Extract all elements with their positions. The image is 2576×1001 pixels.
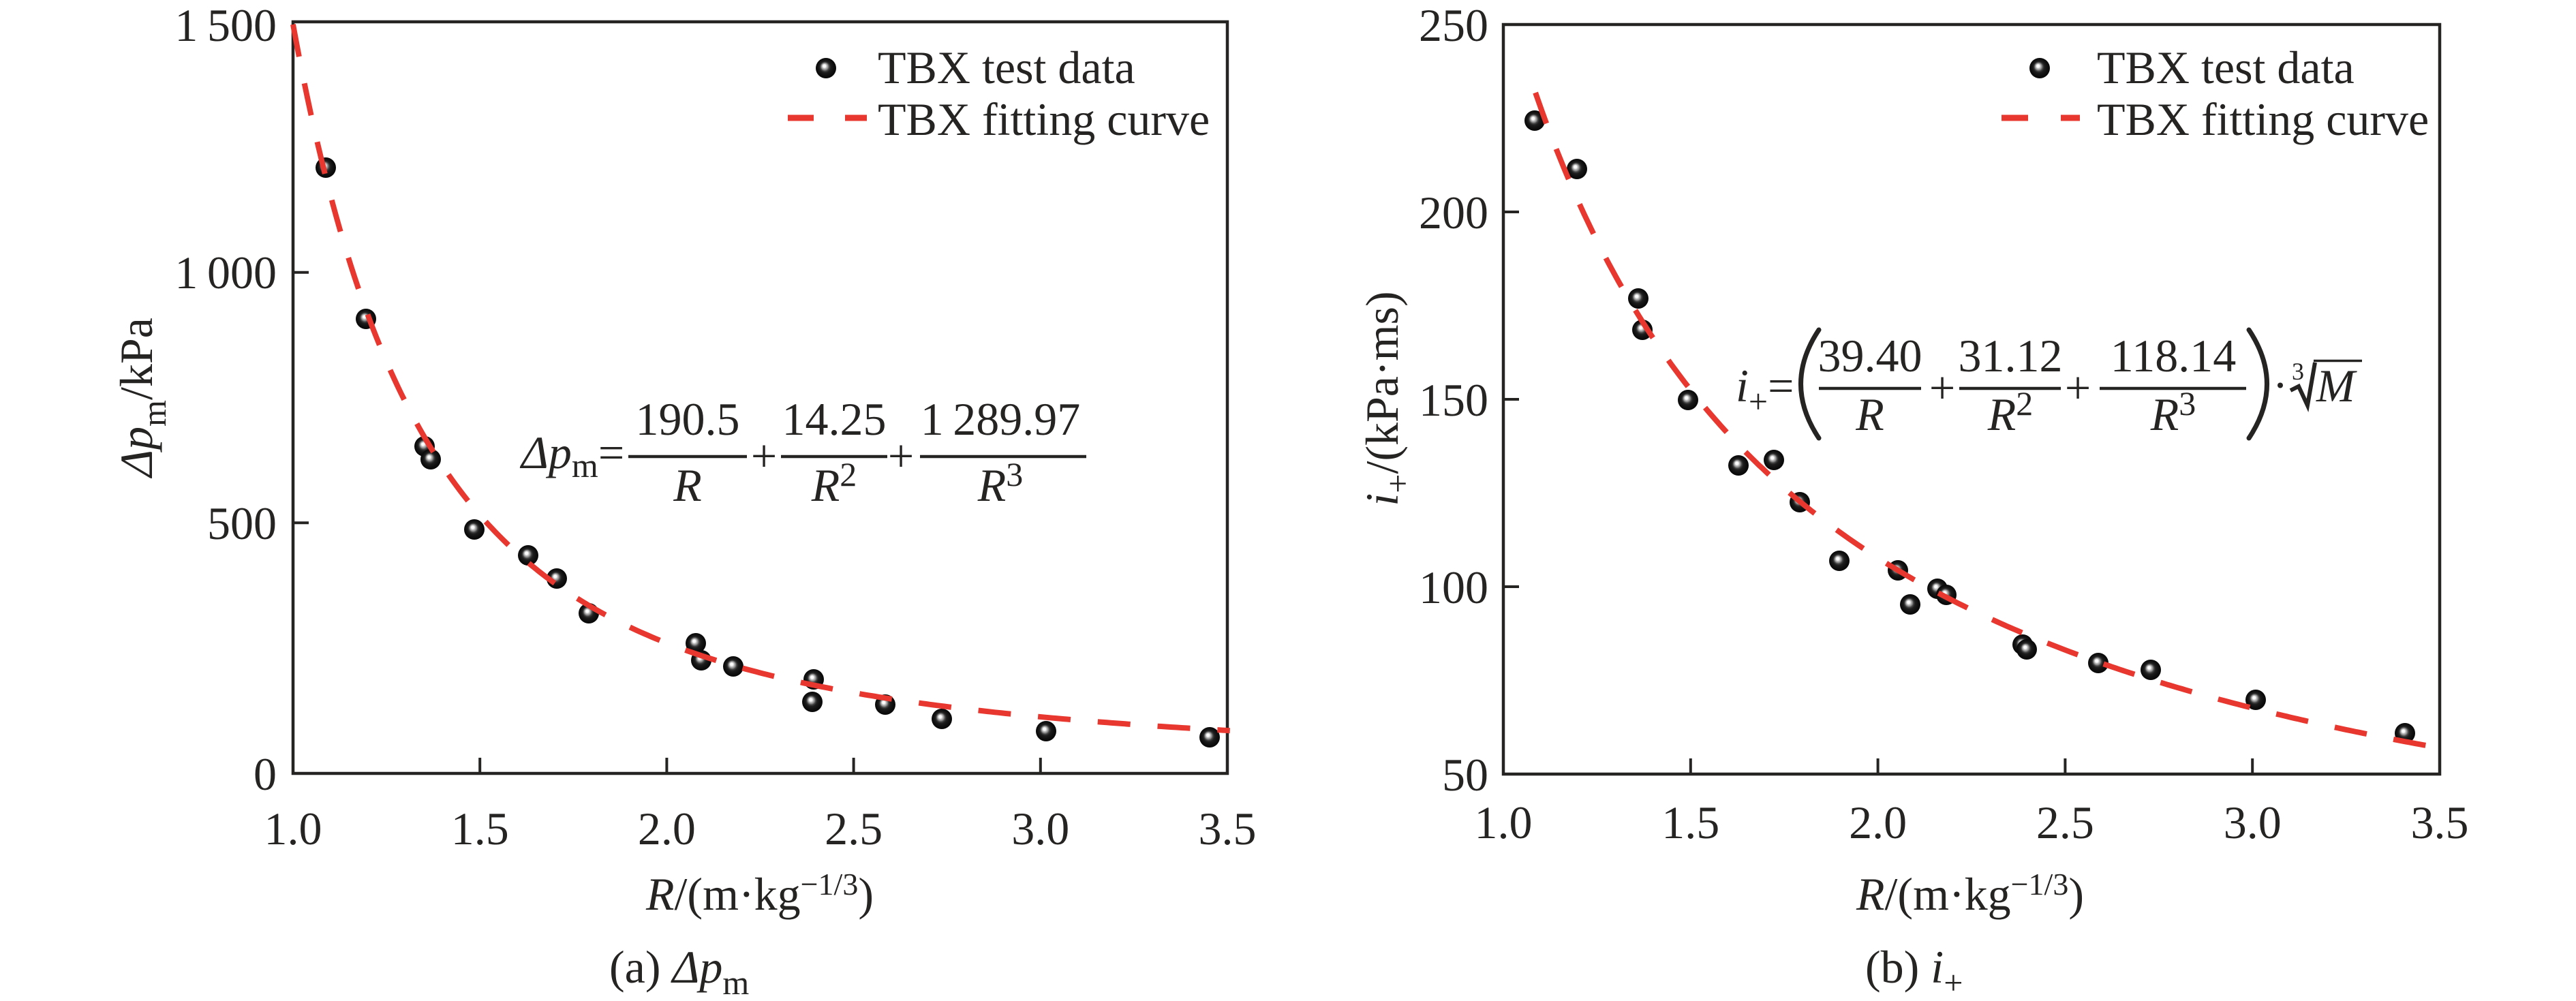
svg-text:M: M — [2316, 360, 2357, 412]
svg-text:R3: R3 — [2150, 384, 2196, 440]
svg-text:+: + — [1929, 362, 1955, 414]
svg-text:1 000: 1 000 — [174, 247, 277, 298]
svg-text:R2: R2 — [1987, 384, 2034, 440]
svg-text:3.0: 3.0 — [2224, 797, 2282, 848]
svg-text:1.5: 1.5 — [451, 803, 509, 854]
svg-text:1.0: 1.0 — [264, 803, 322, 854]
svg-text:200: 200 — [1419, 187, 1488, 238]
svg-text:31.12: 31.12 — [1959, 330, 2063, 382]
svg-text:TBX test data: TBX test data — [2097, 42, 2355, 93]
svg-text:2.0: 2.0 — [1849, 797, 1907, 848]
svg-text:+: + — [888, 430, 914, 482]
svg-text:250: 250 — [1419, 0, 1488, 51]
svg-text:TBX fitting curve: TBX fitting curve — [2097, 93, 2429, 145]
svg-text:100: 100 — [1419, 561, 1488, 613]
svg-text:3: 3 — [2292, 358, 2304, 385]
svg-text:0: 0 — [254, 748, 277, 800]
svg-text:TBX fitting curve: TBX fitting curve — [878, 93, 1210, 145]
svg-text:3.0: 3.0 — [1011, 803, 1069, 854]
svg-text:1.5: 1.5 — [1661, 797, 1719, 848]
svg-text:R3: R3 — [977, 455, 1024, 511]
svg-text:1.0: 1.0 — [1475, 797, 1533, 848]
svg-text:118.14: 118.14 — [2111, 330, 2236, 382]
svg-text:190.5: 190.5 — [636, 393, 740, 445]
svg-text:TBX test data: TBX test data — [878, 42, 1135, 93]
svg-text:150: 150 — [1419, 374, 1488, 426]
svg-text:R: R — [673, 459, 702, 511]
svg-text:50: 50 — [1442, 749, 1488, 801]
svg-text:14.25: 14.25 — [782, 393, 887, 445]
svg-text:39.40: 39.40 — [1818, 330, 1922, 382]
svg-text:2.5: 2.5 — [2036, 797, 2094, 848]
svg-text:+: + — [2065, 362, 2091, 414]
svg-text:1 289.97: 1 289.97 — [921, 393, 1081, 445]
svg-text:3.5: 3.5 — [1199, 803, 1257, 854]
svg-text:i+/(kPa·ms): i+/(kPa·ms) — [1356, 291, 1417, 506]
svg-text:500: 500 — [207, 497, 277, 549]
svg-text:+: + — [751, 430, 777, 482]
svg-text:Δpm=: Δpm= — [519, 427, 624, 484]
svg-text:Δpm/kPa: Δpm/kPa — [110, 318, 173, 479]
svg-text:3.5: 3.5 — [2411, 797, 2469, 848]
svg-text:R2: R2 — [811, 455, 857, 511]
svg-text:2.5: 2.5 — [825, 803, 883, 854]
svg-text:1 500: 1 500 — [174, 0, 277, 51]
svg-text:i+=: i+= — [1736, 360, 1794, 420]
svg-text:2.0: 2.0 — [638, 803, 696, 854]
svg-text:R: R — [1855, 388, 1884, 440]
svg-text:(b) i+: (b) i+ — [1865, 941, 1963, 1001]
